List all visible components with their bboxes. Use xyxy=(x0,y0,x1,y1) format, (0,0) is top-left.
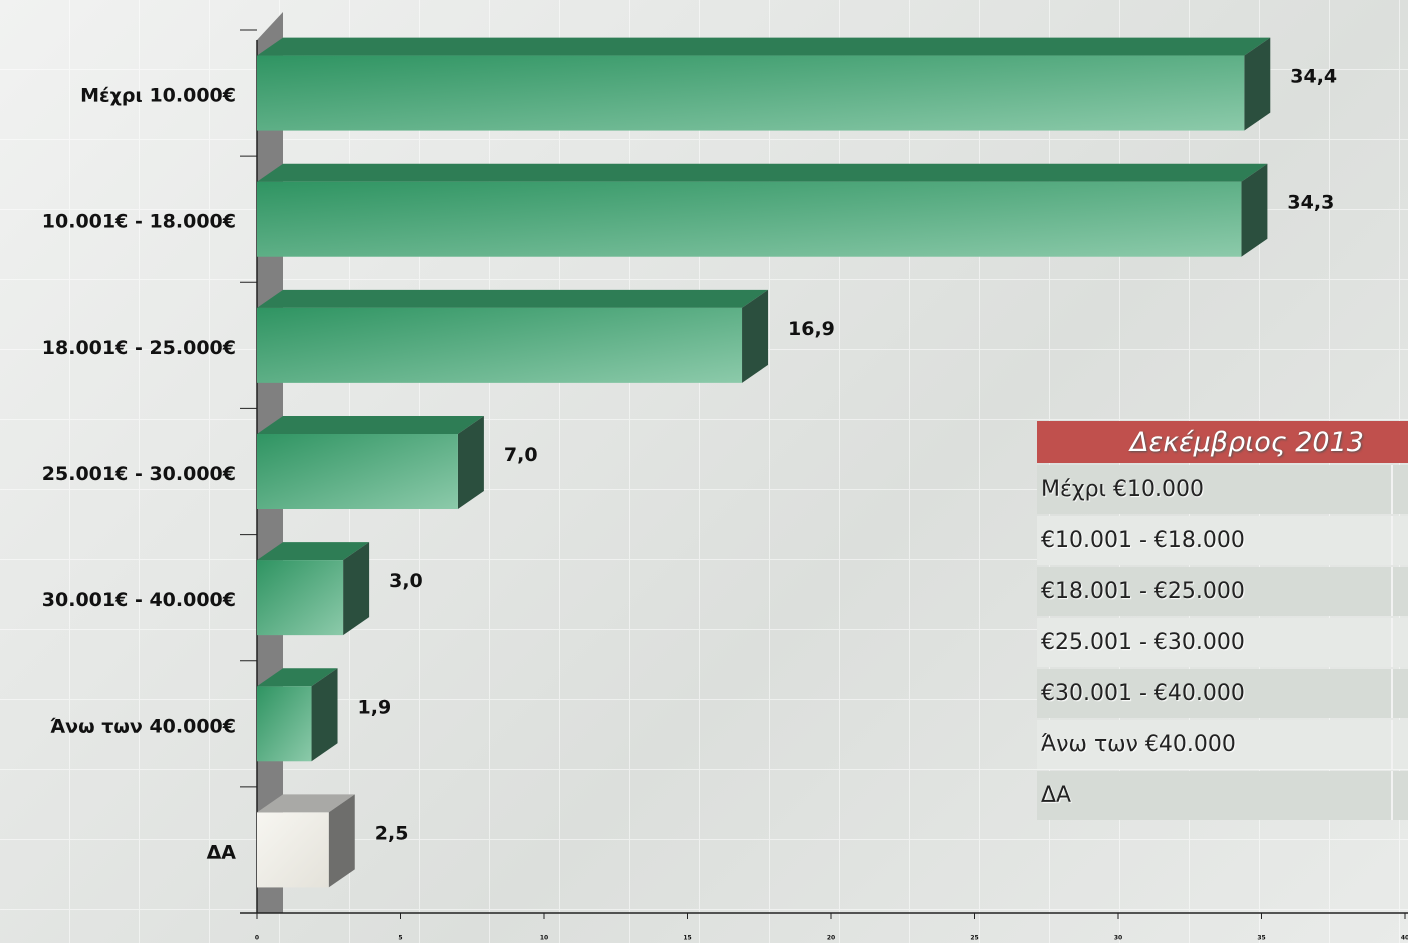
bar xyxy=(257,434,458,509)
bar-side xyxy=(343,542,370,636)
value-label: 3,0 xyxy=(389,570,423,592)
bar-top xyxy=(257,37,1271,56)
bar-side xyxy=(1244,37,1271,131)
table-label: €30.001 - €40.000 xyxy=(1037,669,1391,718)
bar xyxy=(257,307,743,383)
table-row: €18.001 - €25.00017 xyxy=(1037,567,1408,616)
x-tick-label: 25 xyxy=(970,935,978,942)
y-tick-label: 18.001€ - 25.000€ xyxy=(42,337,236,359)
x-tick-label: 15 xyxy=(683,935,691,942)
value-label: 34,4 xyxy=(1290,66,1337,88)
x-tick-label: 5 xyxy=(398,935,402,942)
table-value: 4 xyxy=(1391,771,1408,820)
table-label: ΔΑ xyxy=(1037,771,1391,820)
y-tick-label: 10.001€ - 18.000€ xyxy=(42,211,236,233)
table-row: Άνω των €40.0002 xyxy=(1037,720,1408,769)
table-value: 28 xyxy=(1391,465,1408,514)
bar xyxy=(257,686,312,762)
bar-side xyxy=(311,668,338,762)
table-row: €10.001 - €18.00036 xyxy=(1037,516,1408,565)
bar xyxy=(257,55,1245,131)
table-label: €25.001 - €30.000 xyxy=(1037,618,1391,667)
table-value: 2 xyxy=(1391,720,1408,769)
table-row: ΔΑ4 xyxy=(1037,771,1408,820)
bar-top xyxy=(257,668,338,687)
bar-top xyxy=(257,416,484,434)
bar-side xyxy=(457,416,484,509)
y-tick-label: 25.001€ - 30.000€ xyxy=(42,463,236,485)
table-row: Μέχρι €10.00028 xyxy=(1037,465,1408,514)
bar-top xyxy=(257,794,355,813)
y-tick-label: ΔΑ xyxy=(207,841,237,863)
table-label: Άνω των €40.000 xyxy=(1037,720,1391,769)
bar xyxy=(257,181,1242,257)
bar-top xyxy=(257,542,370,561)
x-tick-label: 30 xyxy=(1114,935,1122,942)
table-row: €30.001 - €40.0004 xyxy=(1037,669,1408,718)
value-label: 34,3 xyxy=(1287,192,1334,214)
table-label: €18.001 - €25.000 xyxy=(1037,567,1391,616)
table-title: Δεκέμβριος 2013 xyxy=(1037,421,1408,463)
x-tick-label: 0 xyxy=(255,935,259,942)
table-row: €25.001 - €30.0007 xyxy=(1037,618,1408,667)
bar-side xyxy=(1241,163,1268,257)
bar-side xyxy=(328,794,355,888)
y-tick-label: 30.001€ - 40.000€ xyxy=(42,589,236,611)
x-tick-label: 10 xyxy=(540,935,548,942)
bar xyxy=(257,560,344,636)
value-label: 16,9 xyxy=(788,318,835,340)
y-tick-label: Άνω των 40.000€ xyxy=(50,715,236,737)
value-label: 2,5 xyxy=(375,822,409,844)
table-label: Μέχρι €10.000 xyxy=(1037,465,1391,514)
value-label: 7,0 xyxy=(504,444,538,466)
x-tick-label: 20 xyxy=(827,935,835,942)
table-value: 4 xyxy=(1391,669,1408,718)
x-tick-label: 35 xyxy=(1257,935,1265,942)
bar xyxy=(257,812,329,888)
x-tick-label: 40 xyxy=(1401,935,1408,942)
table-label: €10.001 - €18.000 xyxy=(1037,516,1391,565)
table-value: 36 xyxy=(1391,516,1408,565)
bar-top xyxy=(257,163,1268,182)
bar-top xyxy=(257,289,769,308)
table-value: 17 xyxy=(1391,567,1408,616)
y-tick-label: Μέχρι 10.000€ xyxy=(80,85,236,107)
value-label: 1,9 xyxy=(358,696,392,718)
table-value: 7 xyxy=(1391,618,1408,667)
bar-side xyxy=(742,289,769,383)
